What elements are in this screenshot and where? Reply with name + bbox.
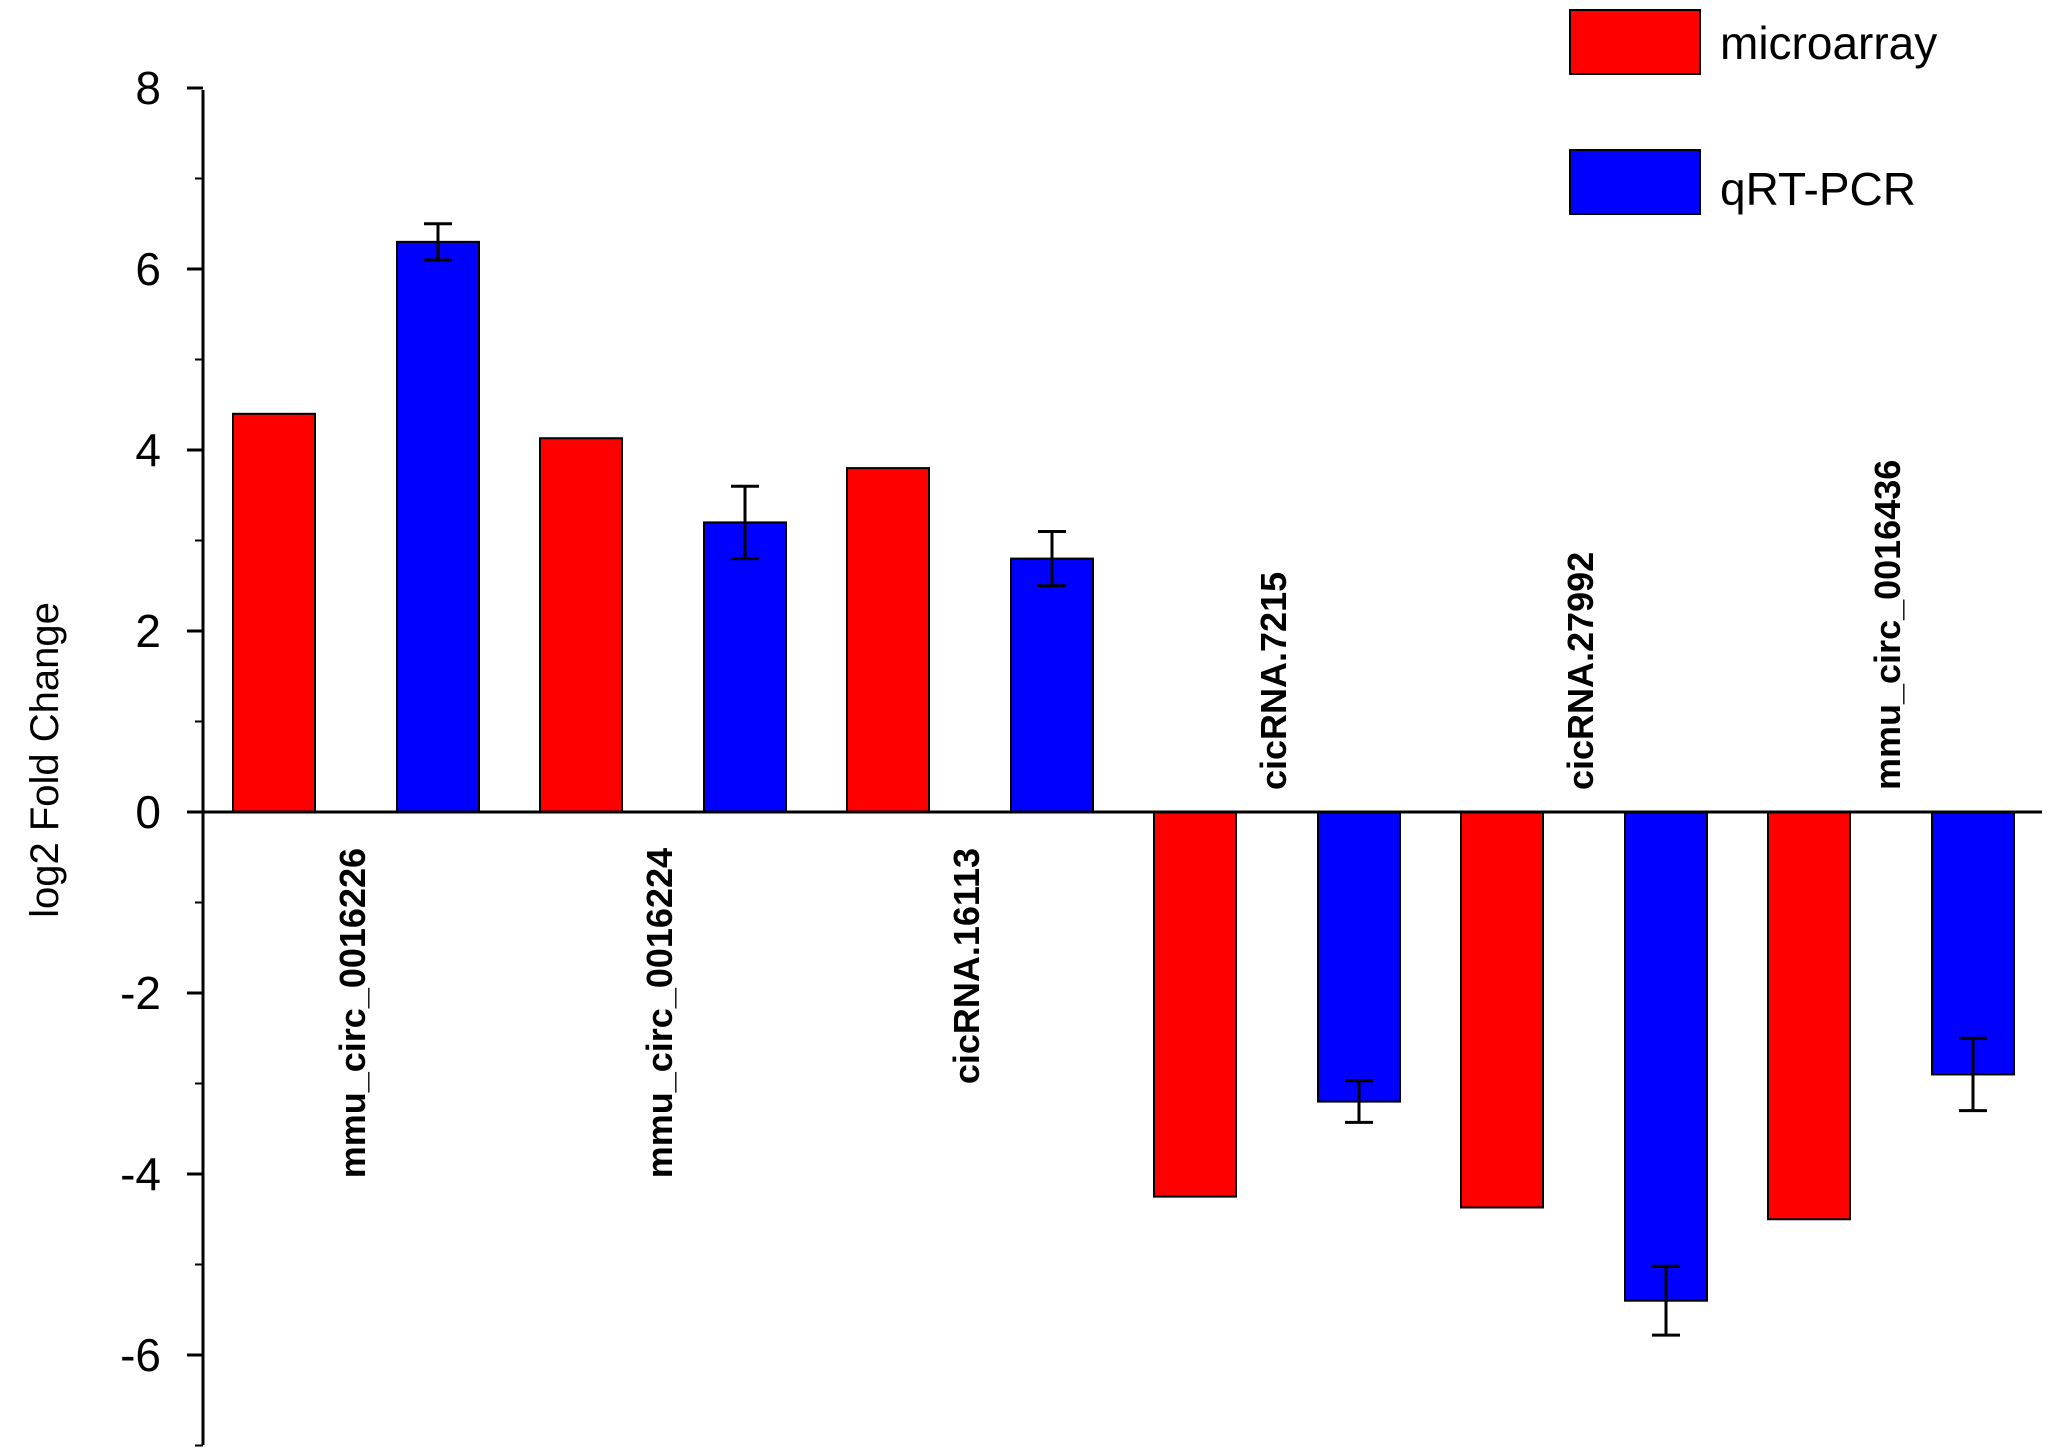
error-bars-layer (424, 222, 1987, 1337)
bar-microarray-3 (846, 467, 930, 813)
legend-label-microarray: microarray (1720, 17, 1937, 69)
legend-swatch-qrt-pcr (1569, 149, 1701, 215)
error-bar-3 (1038, 529, 1066, 588)
category-label-3: cicRNA.16113 (946, 848, 987, 1084)
bar-qrt-pcr-3 (1010, 557, 1094, 813)
error-bar-2 (731, 484, 759, 561)
y-tick-label: 2 (135, 605, 161, 657)
legend-swatch-microarray (1569, 9, 1701, 75)
bar-qrt-pcr-2 (703, 521, 787, 814)
bar-qrt-pcr-4 (1317, 811, 1401, 1103)
category-label-5: cicRNA.27992 (1560, 552, 1601, 790)
y-tick-label: -6 (120, 1329, 161, 1381)
bar-microarray-5 (1460, 811, 1544, 1209)
y-tick-label: 4 (135, 424, 161, 476)
error-bar-1 (424, 222, 452, 262)
error-bar-5 (1652, 1264, 1680, 1337)
y-axis: 8 6 4 2 0 -2 -4 -6 (120, 62, 2042, 1447)
bar-qrt-pcr-1 (396, 240, 480, 814)
category-labels: mmu_circ_0016226 mmu_circ_0016224 cicRNA.1… (332, 460, 1908, 1179)
bars-layer (232, 240, 2015, 1302)
y-tick-label: 0 (135, 786, 161, 838)
legend: microarray qRT-PCR (1569, 9, 1937, 215)
y-tick-label: -2 (120, 967, 161, 1019)
bar-microarray-4 (1153, 811, 1237, 1198)
category-label-4: cicRNA.7215 (1253, 572, 1294, 790)
category-label-2: mmu_circ_0016224 (639, 848, 680, 1178)
bar-qrt-pcr-6 (1931, 811, 2015, 1076)
error-bar-6 (1959, 1036, 1987, 1113)
bar-qrt-pcr-5 (1624, 811, 1708, 1302)
y-tick-label: -4 (120, 1148, 161, 1200)
category-label-1: mmu_circ_0016226 (332, 848, 373, 1178)
bar-microarray-1 (232, 412, 316, 813)
error-bar-4 (1345, 1079, 1373, 1124)
bar-microarray-2 (539, 437, 623, 813)
category-label-6: mmu_circ_0016436 (1867, 460, 1908, 790)
y-tick-label: 6 (135, 243, 161, 295)
y-axis-label: log2 Fold Change (23, 602, 67, 918)
y-tick-label: 8 (135, 62, 161, 114)
bar-microarray-6 (1767, 811, 1851, 1221)
legend-label-qrt-pcr: qRT-PCR (1720, 163, 1916, 215)
